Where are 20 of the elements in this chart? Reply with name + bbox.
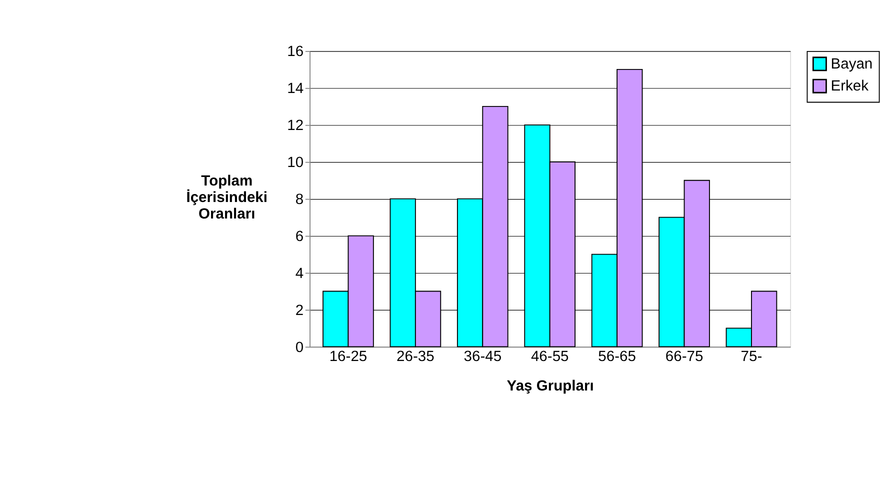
y-tick-label: 2 bbox=[295, 302, 304, 319]
y-tick-label: 16 bbox=[287, 44, 304, 60]
y-tick-label: 10 bbox=[287, 154, 304, 171]
x-tick-label: 26-35 bbox=[396, 349, 434, 366]
legend-label: Erkek bbox=[830, 78, 870, 95]
y-tick-label: 0 bbox=[295, 340, 304, 356]
y-tick-label: 14 bbox=[287, 81, 304, 98]
y-tick-label: 8 bbox=[295, 192, 304, 208]
x-tick-label: 56-65 bbox=[598, 349, 636, 366]
x-tick-label: 75- bbox=[740, 349, 762, 366]
y-tick-label: 4 bbox=[295, 266, 304, 282]
x-tick-label: 66-75 bbox=[665, 349, 704, 366]
y-axis-title: Toplam İçerisindeki Oranları bbox=[186, 173, 268, 223]
legend-label: Bayan bbox=[830, 56, 873, 73]
x-axis-title: Yaş Grupları bbox=[506, 378, 594, 395]
x-tick-label: 46-55 bbox=[530, 349, 569, 366]
x-tick-label: 36-45 bbox=[464, 349, 502, 366]
x-tick-label: 16-25 bbox=[329, 349, 368, 366]
y-tick-label: 12 bbox=[287, 118, 304, 134]
y-tick-label: 6 bbox=[295, 228, 304, 245]
